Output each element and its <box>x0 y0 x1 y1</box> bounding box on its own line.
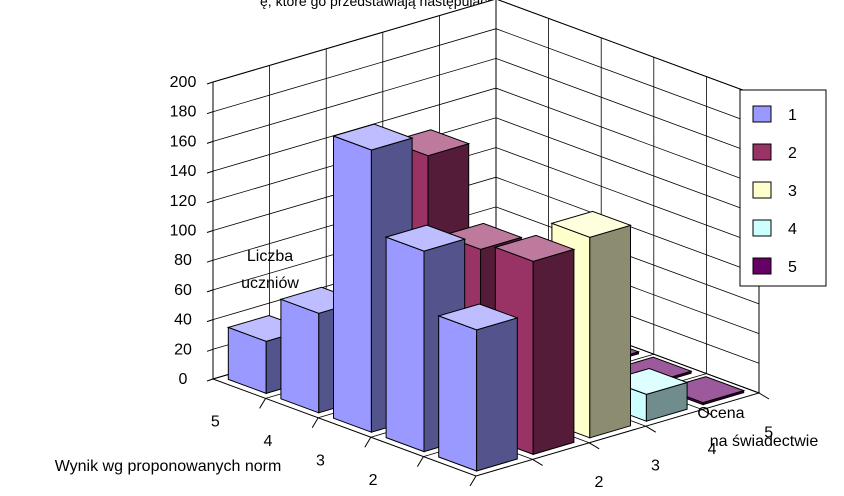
y-tick-label-200: 200 <box>170 74 197 91</box>
bar-front-face <box>439 316 477 471</box>
z-tick-mark-1 <box>533 459 543 465</box>
z-tick-label-3: 3 <box>651 458 660 475</box>
x-tick-mark-2 <box>312 418 318 428</box>
x-tick-label-2: 2 <box>369 472 378 489</box>
y-tick-label-80: 80 <box>174 252 192 269</box>
y-tick-label-160: 160 <box>170 133 197 150</box>
z-axis-label-line-2: na świadectwie <box>710 433 819 450</box>
x-tick-label-3: 3 <box>316 453 325 470</box>
z-tick-mark-5 <box>759 393 769 399</box>
legend-swatch-1 <box>753 106 771 122</box>
y-tick-mark-120 <box>207 201 213 203</box>
bar-front-face <box>386 237 424 452</box>
x-tick-label-4: 4 <box>263 433 272 450</box>
chart-legend: 1 2 3 4 5 <box>740 90 826 286</box>
legend-label-2: 2 <box>788 145 797 162</box>
bar-series-1-cat-5 <box>439 304 518 471</box>
z-tick-label-2: 2 <box>594 474 603 491</box>
legend-swatch-5 <box>753 258 771 274</box>
y-tick-mark-20 <box>207 349 213 351</box>
y-tick-mark-200 <box>207 82 213 84</box>
bar-front-face <box>334 136 372 432</box>
header-snippet: ę, które go przedstawiają następująco: <box>260 0 499 9</box>
y-axis-label-line-1: Liczba <box>247 248 293 265</box>
z-axis-label-line-1: Ocena <box>697 405 744 422</box>
x-axis-label: Wynik wg proponowanych norm <box>55 458 282 475</box>
legend-label-3: 3 <box>788 183 797 200</box>
y-tick-label-60: 60 <box>174 282 192 299</box>
y-tick-mark-60 <box>207 290 213 292</box>
x-tick-mark-5 <box>470 476 476 486</box>
y-tick-label-120: 120 <box>170 193 197 210</box>
y-tick-mark-80 <box>207 260 213 262</box>
z-tick-mark-3 <box>646 426 656 432</box>
y-tick-mark-160 <box>207 141 213 143</box>
y-tick-label-180: 180 <box>170 104 197 121</box>
legend-label-5: 5 <box>788 259 797 276</box>
y-tick-label-0: 0 <box>179 371 188 388</box>
bar-front-face <box>281 299 319 413</box>
y-tick-mark-180 <box>207 112 213 114</box>
x-tick-mark-1 <box>260 398 266 408</box>
y-axis-ticks: 0 20 40 60 80 100 120 140 160 180 200 <box>170 74 213 388</box>
legend-swatch-4 <box>753 220 771 236</box>
legend-label-4: 4 <box>788 221 797 238</box>
bar-side-face <box>533 249 574 454</box>
z-tick-mark-2 <box>589 443 599 449</box>
bar-side-face <box>477 318 518 471</box>
y-tick-label-140: 140 <box>170 163 197 180</box>
y-tick-label-20: 20 <box>174 341 192 358</box>
legend-label-1: 1 <box>788 107 797 124</box>
y-axis-label-line-2: uczniów <box>241 275 299 292</box>
x-tick-mark-3 <box>365 437 371 447</box>
bar-side-face <box>590 225 631 437</box>
legend-swatch-3 <box>753 182 771 198</box>
y-tick-label-40: 40 <box>174 312 192 329</box>
y-tick-mark-40 <box>207 320 213 322</box>
legend-swatch-2 <box>753 144 771 160</box>
y-tick-mark-0 <box>207 379 213 381</box>
y-tick-mark-100 <box>207 231 213 233</box>
x-tick-mark-4 <box>417 457 423 467</box>
y-tick-label-100: 100 <box>170 223 197 240</box>
x-tick-label-5: 5 <box>211 414 220 431</box>
y-tick-mark-140 <box>207 171 213 173</box>
